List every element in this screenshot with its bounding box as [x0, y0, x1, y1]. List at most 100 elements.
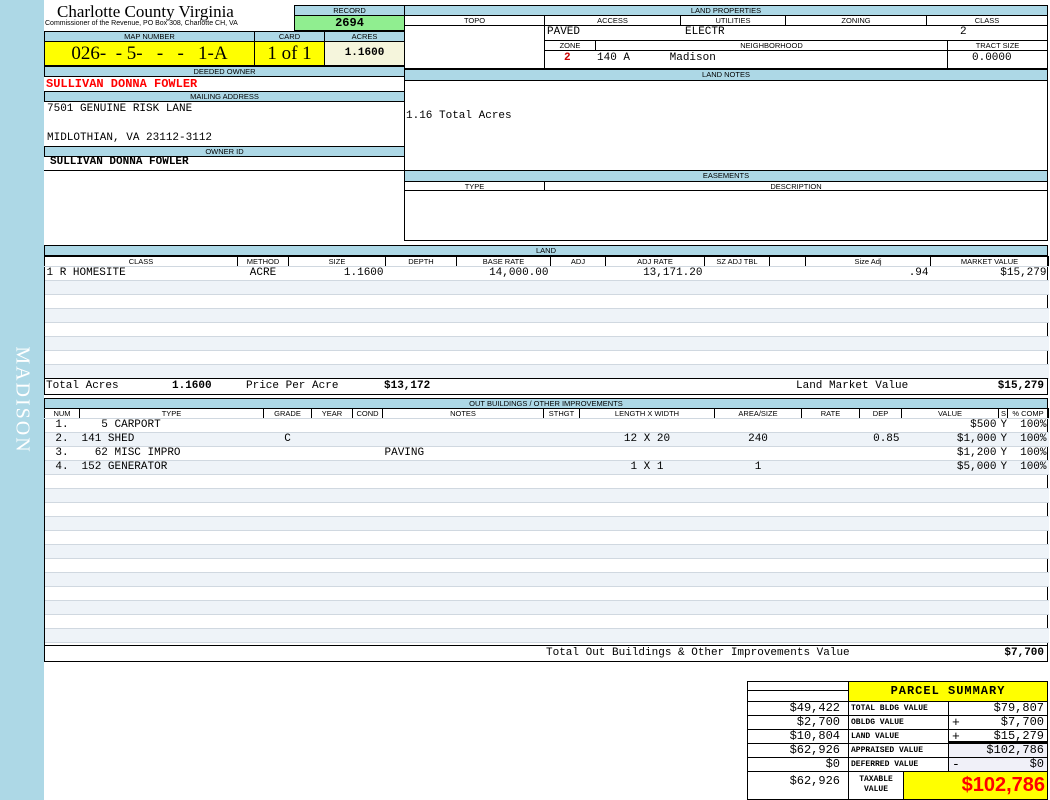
column-header[interactable]: NOTES [382, 408, 544, 419]
price-per-acre-value: $13,172 [384, 380, 431, 392]
table-cell [311, 474, 353, 489]
table-cell [352, 474, 383, 489]
table-cell [44, 544, 80, 559]
table-cell: 1. [44, 418, 80, 433]
column-header[interactable]: TYPE [79, 408, 264, 419]
column-header[interactable]: Size Adj [805, 256, 931, 267]
column-header[interactable]: SIZE [288, 256, 386, 267]
table-cell [44, 308, 238, 323]
table-cell [79, 516, 264, 531]
table-cell [1007, 502, 1049, 517]
column-header[interactable]: RATE [801, 408, 860, 419]
summary-operator: + [952, 729, 960, 744]
address-line-1: 7501 GENUINE RISK LANE [47, 103, 193, 115]
column-header[interactable]: YEAR [311, 408, 353, 419]
table-cell [859, 614, 902, 629]
table-cell: 4. [44, 460, 80, 475]
empty-row [44, 628, 1049, 643]
table-cell [79, 614, 264, 629]
table-cell [237, 364, 289, 379]
summary-amount: $79,807 [993, 701, 1044, 715]
table-cell [385, 350, 457, 365]
table-cell [714, 614, 802, 629]
column-header[interactable]: DEPTH [385, 256, 457, 267]
table-cell [769, 364, 806, 379]
table-cell [1007, 516, 1049, 531]
table-cell [385, 308, 457, 323]
table-cell [263, 516, 312, 531]
table-cell [769, 336, 806, 351]
table-cell [1007, 474, 1049, 489]
table-cell [550, 364, 606, 379]
table-cell [311, 586, 353, 601]
column-header[interactable]: AREA/SIZE [714, 408, 802, 419]
column-header[interactable]: NUM [44, 408, 80, 419]
table-cell [543, 502, 580, 517]
table-cell [263, 558, 312, 573]
table-cell [311, 558, 353, 573]
column-header[interactable] [769, 256, 806, 267]
table-cell [605, 280, 705, 295]
column-header[interactable]: BASE RATE [456, 256, 551, 267]
column-header[interactable]: MARKET VALUE [930, 256, 1049, 267]
column-header[interactable]: ADJ [550, 256, 606, 267]
total-acres-label: Total Acres [46, 380, 119, 392]
table-cell [550, 308, 606, 323]
outbuildings-total-row: Total Out Buildings & Other Improvements… [44, 645, 1048, 662]
table-cell [237, 336, 289, 351]
class-value: 2 [960, 26, 967, 38]
tract-size-label: TRACT SIZE [947, 40, 1048, 51]
column-header[interactable]: STHGT [543, 408, 580, 419]
table-cell [998, 544, 1008, 559]
table-cell [382, 586, 544, 601]
table-cell [550, 294, 606, 309]
table-cell [311, 446, 353, 461]
table-cell [263, 488, 312, 503]
table-cell [714, 628, 802, 643]
table-cell [714, 418, 802, 433]
summary-amount: $0 [1029, 757, 1044, 771]
table-cell [605, 336, 705, 351]
table-cell [263, 474, 312, 489]
column-header[interactable]: GRADE [263, 408, 312, 419]
table-cell [801, 628, 860, 643]
table-cell [543, 460, 580, 475]
table-cell [1007, 488, 1049, 503]
column-header[interactable]: DEP [859, 408, 902, 419]
district-sidebar: MADISON [0, 0, 44, 800]
column-header[interactable]: LENGTH X WIDTH [579, 408, 715, 419]
table-cell [801, 558, 860, 573]
class-label: CLASS [926, 15, 1048, 26]
table-cell [998, 516, 1008, 531]
column-header[interactable]: ADJ RATE [605, 256, 705, 267]
table-cell [352, 586, 383, 601]
table-cell [44, 572, 80, 587]
column-header[interactable]: SZ ADJ TBL [704, 256, 770, 267]
table-cell [930, 294, 1049, 309]
table-cell [385, 364, 457, 379]
table-cell [311, 614, 353, 629]
table-cell [714, 600, 802, 615]
table-cell [263, 530, 312, 545]
empty-row [44, 516, 1049, 531]
summary-prior-value: $0 [747, 757, 849, 772]
table-cell [801, 418, 860, 433]
column-header[interactable]: COND [352, 408, 383, 419]
easements-panel [404, 190, 1048, 241]
summary-label: LAND VALUE [848, 729, 949, 744]
taxable-prior: $62,926 [747, 771, 849, 800]
column-header[interactable]: METHOD [237, 256, 289, 267]
table-cell: 0.85 [859, 432, 902, 447]
column-header[interactable]: CLASS [44, 256, 238, 267]
column-header[interactable]: % COMP [1007, 408, 1049, 419]
table-cell [44, 516, 80, 531]
column-header[interactable]: S [998, 408, 1008, 419]
table-cell [801, 614, 860, 629]
column-header-row: CLASS METHOD SIZE DEPTH BASE RATE ADJ ADJ RATE… [44, 256, 1049, 267]
table-cell [44, 336, 238, 351]
table-cell: 3. [44, 446, 80, 461]
table-cell [801, 432, 860, 447]
parcel-summary-title: PARCEL SUMMARY [848, 681, 1048, 702]
column-header[interactable]: VALUE [901, 408, 999, 419]
table-cell: 12 X 20 [579, 432, 715, 447]
